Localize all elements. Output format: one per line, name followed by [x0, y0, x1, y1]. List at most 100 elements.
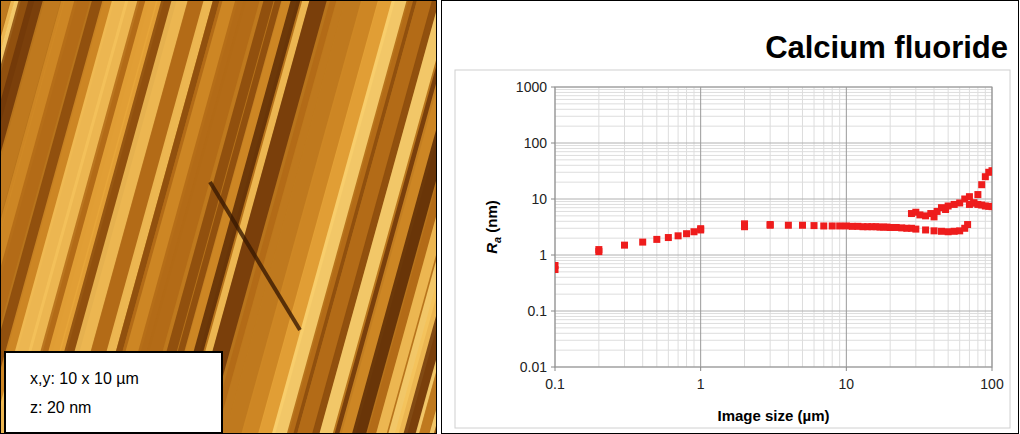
chart-title: Calcium fluoride — [765, 30, 1008, 65]
minor-grid-line — [985, 87, 986, 367]
grid — [555, 87, 992, 367]
data-point — [691, 228, 698, 235]
data-point — [799, 222, 806, 229]
afm-scratch — [210, 182, 300, 330]
minor-grid-line — [624, 87, 625, 367]
data-point — [938, 228, 945, 235]
minor-grid-line — [642, 87, 643, 367]
data-point — [966, 193, 973, 200]
data-point — [945, 228, 952, 235]
plot-frame — [555, 87, 992, 367]
minor-grid-line — [686, 87, 687, 367]
x-tick-label: 1 — [697, 376, 705, 392]
minor-grid-line — [555, 99, 992, 100]
data-point — [945, 202, 952, 209]
data-point — [989, 167, 993, 174]
data-point — [785, 222, 792, 229]
minor-grid-line — [694, 87, 695, 367]
data-point — [639, 239, 646, 246]
afm-stripe — [403, 0, 437, 434]
afm-frame — [1, 1, 437, 434]
chart-area — [455, 70, 1010, 428]
grid-line — [555, 255, 992, 256]
data-point — [989, 203, 993, 210]
y-tick-label: 0.01 — [520, 359, 547, 375]
minor-grid-line — [555, 211, 992, 212]
minor-grid-line — [977, 87, 978, 367]
minor-grid-line — [555, 207, 992, 208]
y-tick-label: 100 — [524, 135, 548, 151]
afm-stripe — [415, 0, 437, 434]
data-point — [811, 222, 818, 229]
minor-grid-line — [555, 204, 992, 205]
minor-grid-line — [959, 87, 960, 367]
x-tick — [846, 367, 847, 371]
data-point — [964, 221, 971, 228]
minor-grid-line — [555, 201, 992, 202]
data-point — [820, 222, 827, 229]
minor-grid-line — [555, 126, 992, 127]
minor-grid-line — [555, 327, 992, 328]
data-point — [665, 234, 672, 241]
minor-grid-line — [598, 87, 599, 367]
grid-line — [555, 311, 992, 312]
minor-grid-line — [555, 159, 992, 160]
minor-grid-line — [555, 333, 992, 334]
minor-grid-line — [555, 172, 992, 173]
minor-grid-line — [555, 109, 992, 110]
minor-grid-line — [555, 155, 992, 156]
y-tick — [551, 255, 555, 256]
x-tick-label: 0.1 — [545, 376, 565, 392]
y-tick-label: 1 — [539, 247, 547, 263]
minor-grid-line — [668, 87, 669, 367]
minor-grid-line — [555, 89, 992, 90]
data-point — [974, 191, 981, 198]
y-tick-label: 1000 — [516, 79, 547, 95]
data-point — [555, 262, 559, 269]
data-point — [978, 181, 985, 188]
minor-grid-line — [555, 313, 992, 314]
minor-grid-line — [678, 87, 679, 367]
minor-grid-line — [555, 277, 992, 278]
x-tick-label: 10 — [839, 376, 855, 392]
minor-grid-line — [555, 182, 992, 183]
y-tick — [551, 367, 555, 368]
x-axis-title: Image size (µm) — [717, 407, 829, 424]
minor-grid-line — [555, 92, 992, 93]
chart-panel — [442, 1, 1019, 434]
minor-grid-line — [555, 267, 992, 268]
data-point — [767, 221, 774, 228]
y-tick — [551, 311, 555, 312]
data-point — [595, 246, 602, 253]
y-tick-label: 0.1 — [528, 303, 548, 319]
x-tick — [992, 367, 993, 371]
data-point — [931, 227, 938, 234]
y-axis-title: Ra (nm) — [483, 200, 503, 254]
minor-grid-line — [555, 271, 992, 272]
minor-grid-line — [555, 165, 992, 166]
minor-grid-line — [555, 148, 992, 149]
image-label: z: 20 nm — [30, 399, 91, 416]
data-point — [922, 226, 929, 233]
data-point — [741, 220, 748, 227]
grid-line — [555, 199, 992, 200]
data-point — [843, 222, 850, 229]
data-point — [653, 236, 660, 243]
minor-grid-line — [555, 340, 992, 341]
minor-grid-line — [555, 103, 992, 104]
minor-grid-line — [555, 260, 992, 261]
minor-grid-line — [555, 257, 992, 258]
minor-grid-line — [555, 294, 992, 295]
data-point — [912, 226, 919, 233]
minor-grid-line — [656, 87, 657, 367]
data-point — [829, 222, 836, 229]
minor-grid-line — [555, 151, 992, 152]
image-label: x,y: 10 x 10 µm — [30, 370, 139, 387]
x-tick — [700, 367, 701, 371]
data-point — [675, 232, 682, 239]
grid-line — [555, 143, 992, 144]
minor-grid-line — [555, 145, 992, 146]
afm-stripe — [429, 0, 437, 434]
y-tick-label: 10 — [531, 191, 547, 207]
afm-image — [0, 0, 437, 434]
